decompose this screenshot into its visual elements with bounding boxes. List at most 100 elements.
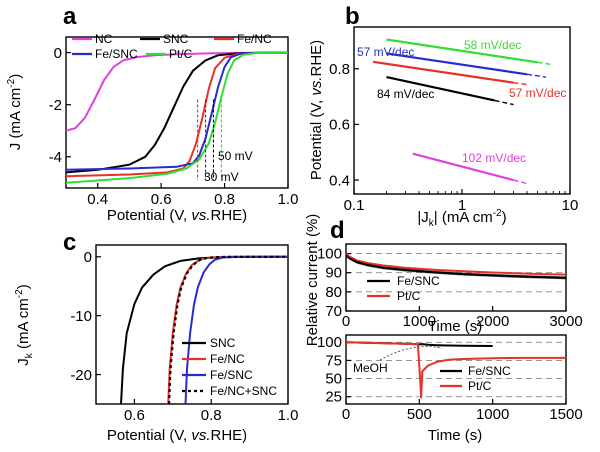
y-axis-title-part: J (mA cm: [7, 88, 24, 151]
y-axis-title-sub: k: [24, 352, 35, 358]
x-axis-title: Time (s): [428, 318, 482, 335]
series-line-nc: [412, 152, 514, 182]
x-axis-title-part: RHE): [211, 427, 248, 444]
tafel-fit-line: [537, 61, 554, 66]
tafel-fit-line: [513, 81, 528, 86]
y-tick-label: -10: [70, 308, 92, 325]
panel-a-lsv-plot: 0.4 0.6 0.8 1.0 -4 -2 0 NC SNC Fe/NC Fe/SNC Pt/C 50 …: [6, 32, 298, 224]
legend-label: NC: [95, 32, 113, 46]
x-tick-label: 1.0: [278, 191, 299, 208]
x-axis-title-part: |J: [417, 209, 428, 226]
legend-label: Fe/SNC: [210, 368, 253, 382]
series-line-ptc: [65, 51, 289, 184]
y-axis-title-part: ): [15, 284, 32, 289]
panel-label-b: b: [345, 3, 360, 30]
x-tick-label: 1: [458, 197, 466, 214]
meoh-pointer: [379, 346, 443, 361]
legend-label: Pt/C: [169, 47, 193, 61]
y-tick-label: 25: [325, 389, 342, 406]
panel-b-tafel-plot: 0.1 1 10 0.4 0.6 0.8 58 mV/dec 57 mV/dec 84 mV/d…: [308, 26, 579, 229]
plot-frame: [95, 244, 289, 405]
x-tick-label: 10: [562, 197, 579, 214]
y-tick-label: 100: [317, 245, 342, 262]
y-axis-title-part: Potential (V,: [308, 96, 325, 181]
y-tick-label: 0: [54, 45, 62, 62]
series-line-snc: [120, 255, 288, 404]
panel-label-d: d: [330, 217, 345, 244]
y-tick-label: 0: [84, 249, 92, 266]
x-tick-label: 1000: [476, 406, 509, 423]
y-axis-title-part: (mA cm: [15, 298, 32, 353]
legend-label: Fe/SNC: [397, 274, 440, 288]
tafel-fit-line: [526, 73, 547, 78]
legend-label: Pt/C: [468, 379, 492, 393]
y-tick-label: 90: [325, 265, 342, 282]
legend-label: SNC: [210, 336, 236, 350]
y-tick-label: 0.8: [329, 61, 350, 78]
y-axis-title-sup: -2: [6, 78, 17, 87]
y-tick-label: 0.4: [329, 172, 350, 189]
y-tick-label: -20: [70, 367, 92, 384]
tafel-slope-label: 84 mV/dec: [377, 87, 434, 101]
series-line-fesnc: [386, 52, 528, 76]
x-axis-title-part: ): [502, 209, 507, 226]
series-line-ptc: [345, 341, 566, 399]
tafel-slope-label: 58 mV/dec: [464, 38, 521, 52]
x-axis-title-sub: k: [429, 218, 435, 229]
x-axis-title: Time (s): [428, 427, 482, 444]
annotation-50mv: 50 mV: [218, 149, 253, 163]
x-tick-label: 3000: [549, 313, 582, 330]
x-axis-title-part: Potential (V,: [107, 427, 192, 444]
panel-label-c: c: [63, 229, 76, 256]
x-axis-title-italic: vs.: [191, 207, 210, 224]
y-axis-title: Jk (mA cm-2): [14, 284, 35, 365]
y-tick-label: -2: [49, 97, 62, 114]
y-axis-title: Potential (V, vs.RHE): [308, 40, 325, 180]
y-axis-title-italic: vs.: [308, 77, 325, 96]
y-tick-label: 0.6: [329, 117, 350, 134]
series-noise-band: [346, 254, 566, 280]
x-tick-label: 0.8: [201, 407, 222, 424]
tafel-slope-label: 57 mV/dec: [509, 86, 566, 100]
x-axis-title-italic: vs.: [191, 427, 210, 444]
legend-label: SNC: [163, 32, 189, 46]
x-tick-label: 0.8: [214, 191, 235, 208]
y-axis-title-part: RHE): [308, 40, 325, 77]
x-tick-label: 1.0: [278, 407, 299, 424]
y-axis-title-part: J: [15, 358, 32, 366]
legend-label: Pt/C: [397, 289, 421, 303]
x-tick-label: 1000: [403, 313, 436, 330]
series-group: [120, 255, 288, 404]
legend-label: Fe/NC+SNC: [210, 384, 277, 398]
y-axis-title: Relative current (%): [304, 214, 321, 347]
y-tick-label: 70: [325, 303, 342, 320]
series-line-fenc: [372, 60, 514, 84]
y-tick-label: 50: [325, 370, 342, 387]
x-tick-label: 0.6: [124, 407, 145, 424]
x-tick-label: 2000: [476, 313, 509, 330]
y-tick-label: -4: [49, 149, 62, 166]
annotation-30mv: 30 mV: [204, 170, 239, 184]
x-axis-title: Potential (V, vs.RHE): [107, 207, 247, 224]
x-tick-label: 0.4: [87, 191, 108, 208]
tafel-slope-label: 102 mV/dec: [462, 151, 526, 165]
series-line-snc: [65, 51, 289, 174]
y-axis-title-part: ): [7, 74, 24, 79]
plot-frame: [65, 36, 289, 189]
tafel-fit-line: [494, 99, 514, 106]
x-tick-label: 0: [342, 406, 350, 423]
x-axis-title-sup: -2: [493, 208, 502, 219]
x-axis-title: Potential (V, vs.RHE): [107, 427, 247, 444]
x-axis-title-part: Potential (V,: [107, 207, 192, 224]
x-axis-title-part: | (mA cm: [434, 209, 493, 226]
tafel-slope-label: 57 mV/dec: [357, 45, 414, 59]
x-axis-title: |Jk| (mA cm-2): [417, 208, 506, 229]
x-axis-title-part: RHE): [211, 207, 248, 224]
legend-label: Fe/NC: [237, 32, 272, 46]
panel-c-kinetic-current-plot: 0.6 0.8 1.0 -20 -10 0 SNC Fe/NC Fe/SNC Fe/NC+SNC P…: [14, 244, 299, 444]
series-line-fesnc: [65, 51, 289, 171]
series-line-ptc: [386, 38, 538, 64]
